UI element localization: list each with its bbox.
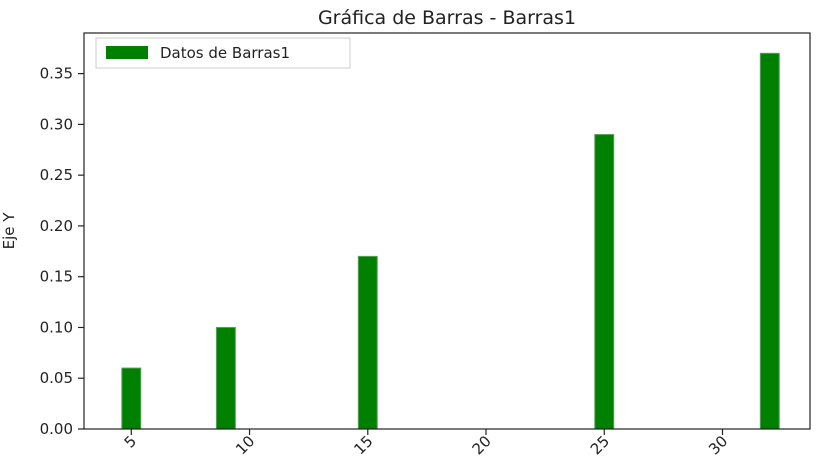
bar-9 <box>215 326 236 430</box>
y-tick-label: 0.30 <box>40 115 73 133</box>
x-tick-label: 25 <box>587 432 613 458</box>
x-tick-label: 20 <box>469 432 495 458</box>
y-tick-label: 0.35 <box>40 65 73 83</box>
bar-25 <box>594 134 615 430</box>
legend-label: Datos de Barras1 <box>160 44 290 62</box>
x-tick-label: 15 <box>350 432 376 458</box>
x-tick-label: 5 <box>121 432 140 451</box>
plot-frame <box>83 32 811 430</box>
y-axis-label: Eje Y <box>0 212 18 250</box>
y-tick-label: 0.15 <box>40 268 73 286</box>
x-tick-label: 10 <box>232 432 258 458</box>
legend-swatch <box>106 46 148 59</box>
y-tick-label: 0.00 <box>40 420 73 438</box>
bar-32 <box>759 52 780 430</box>
y-tick-label: 0.05 <box>40 369 73 387</box>
legend: Datos de Barras1 <box>95 37 351 69</box>
y-tick-label: 0.10 <box>40 318 73 336</box>
ticks-group: 0.00 0.05 0.10 0.15 0.20 0.25 0.30 0.35 5 10 15 20 2… <box>40 65 732 459</box>
bar-15 <box>357 255 378 430</box>
y-tick-label: 0.25 <box>40 166 73 184</box>
x-tick-label: 30 <box>705 432 731 458</box>
bar-5 <box>121 367 142 430</box>
bars-group <box>121 52 780 430</box>
y-tick-label: 0.20 <box>40 217 73 235</box>
chart-title: Gráfica de Barras - Barras1 <box>318 7 576 29</box>
axes-group <box>83 32 811 430</box>
